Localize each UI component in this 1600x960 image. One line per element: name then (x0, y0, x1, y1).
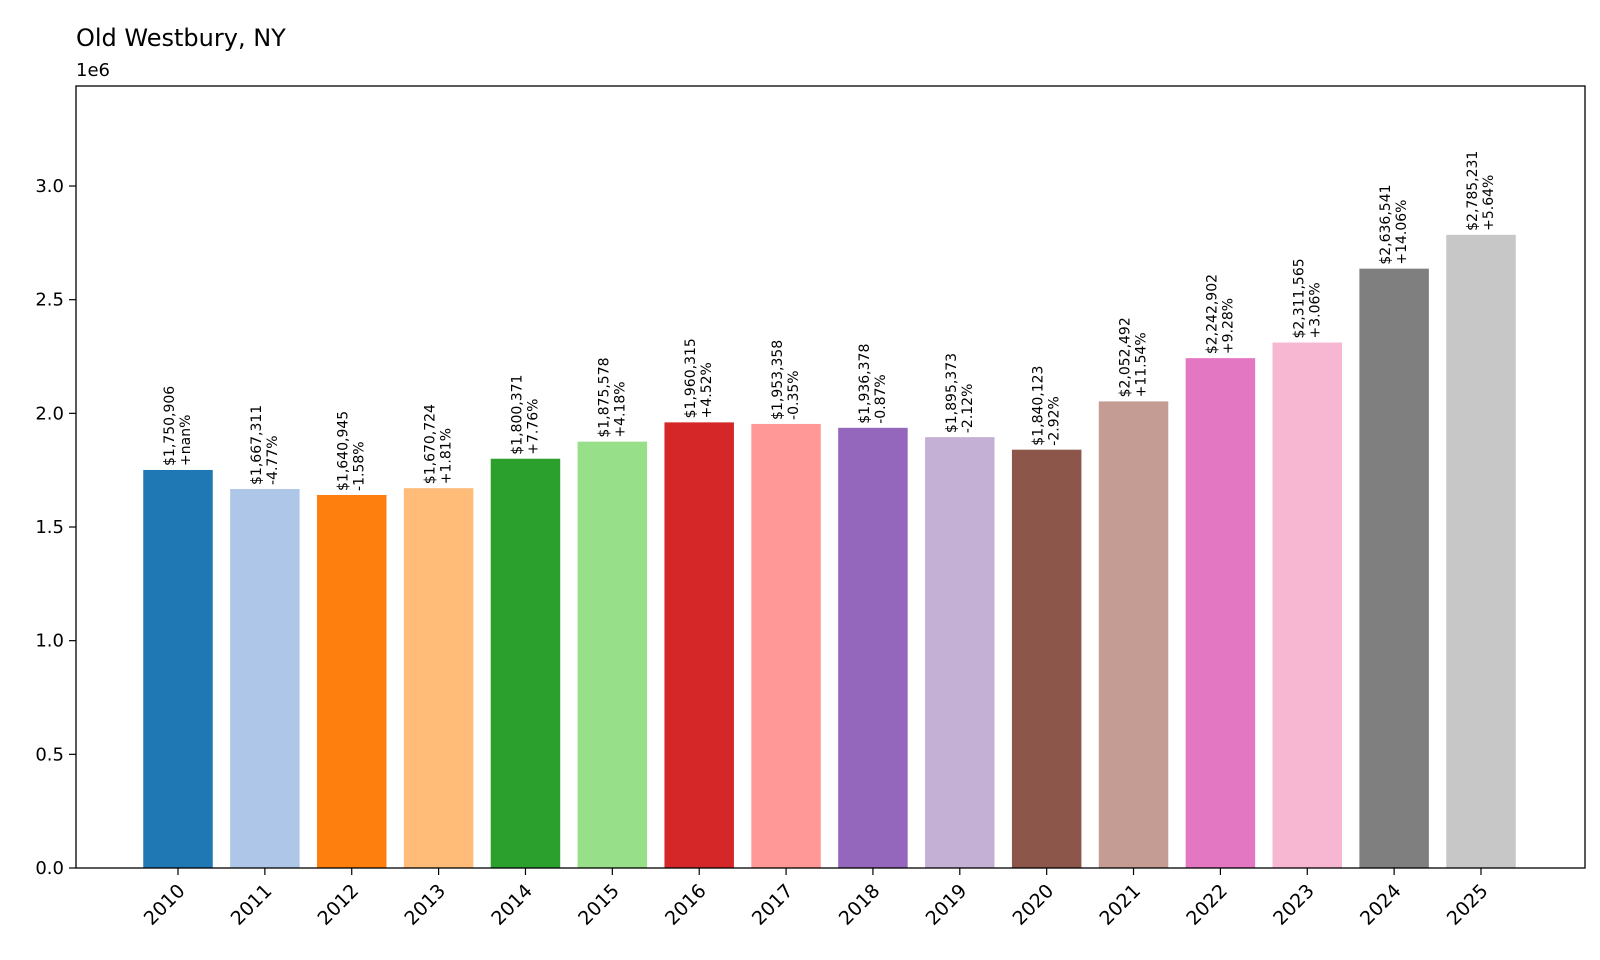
x-tick-label-2018: 2018 (835, 880, 885, 930)
bar-value-label-2010: $1,750,906+nan% (162, 386, 194, 466)
y-tick-label: 2.5 (35, 290, 64, 311)
bar-labels-group: $1,750,906+nan% $1,667,311-4.77% $1,640,94… (162, 151, 1497, 491)
y-tick-label: 0.5 (35, 744, 64, 765)
x-tick-label-2024: 2024 (1356, 880, 1406, 930)
bar-2017 (751, 423, 821, 868)
bar-2015 (577, 441, 648, 868)
bar-2010 (143, 469, 213, 868)
bar-change-text: +nan% (178, 415, 194, 466)
bar-value-label-2017: $1,953,358-0.35% (770, 340, 802, 420)
bar-change-text: -2.12% (960, 384, 976, 434)
bar-2025 (1446, 234, 1516, 868)
bar-2011 (230, 488, 300, 868)
bar-value-text: $1,670,724 (423, 404, 439, 484)
y-tick-label: 0.0 (35, 858, 64, 879)
bar-2022 (1185, 358, 1256, 868)
x-tick-label-2017: 2017 (748, 880, 798, 930)
bar-value-text: $2,052,492 (1118, 317, 1134, 397)
bar-2013 (403, 488, 474, 868)
bar-value-text: $1,953,358 (770, 340, 786, 420)
bar-value-text: $2,311,565 (1291, 258, 1307, 338)
bar-value-text: $1,936,378 (857, 344, 873, 424)
x-tick-label-2019: 2019 (922, 880, 972, 930)
x-tick-label-2015: 2015 (574, 880, 624, 930)
bar-2023 (1272, 342, 1343, 868)
bar-change-text: -0.35% (786, 370, 802, 420)
bar-value-text: $1,750,906 (162, 386, 178, 466)
bar-value-text: $2,242,902 (1204, 274, 1220, 354)
x-tick-label-2013: 2013 (400, 880, 450, 930)
bar-value-text: $1,840,123 (1031, 366, 1047, 446)
bars-group (143, 234, 1516, 868)
bar-2019 (925, 437, 995, 868)
bar-value-text: $1,960,315 (683, 338, 699, 418)
plot-frame (75, 85, 1586, 869)
bar-2016 (664, 422, 734, 868)
bar-value-label-2023: $2,311,565+3.06% (1291, 258, 1323, 338)
x-tick-label-2021: 2021 (1095, 880, 1145, 930)
bar-value-label-2016: $1,960,315+4.52% (683, 338, 715, 418)
bar-change-text: +11.54% (1134, 332, 1150, 397)
bar-value-label-2011: $1,667,311-4.77% (249, 405, 281, 485)
bar-value-label-2020: $1,840,123-2.92% (1031, 366, 1063, 446)
bar-value-text: $2,785,231 (1465, 151, 1481, 231)
x-axis: 2010 2011 2012 2013 2014 2015 2016 2017 2018 2019… (140, 868, 1493, 930)
bar-value-text: $2,636,541 (1378, 184, 1394, 264)
y-tick-label: 1.0 (35, 631, 64, 652)
bar-change-text: -2.92% (1047, 396, 1063, 446)
bar-value-label-2013: $1,670,724+1.81% (423, 404, 455, 484)
bar-change-text: +1.81% (439, 428, 455, 484)
bar-value-text: $1,875,578 (596, 357, 612, 437)
bar-change-text: -4.77% (265, 435, 281, 485)
bar-value-text: $1,640,945 (336, 411, 352, 491)
bar-change-text: -0.87% (873, 374, 889, 424)
x-tick-label-2012: 2012 (314, 880, 364, 930)
bar-value-label-2021: $2,052,492+11.54% (1118, 317, 1150, 397)
bar-change-text: +7.76% (525, 399, 541, 455)
bar-change-text: +4.18% (612, 381, 628, 437)
y-axis-offset-label: 1e6 (76, 60, 110, 81)
y-tick-label: 1.5 (35, 517, 64, 538)
bar-2024 (1359, 268, 1429, 868)
bar-change-text: +3.06% (1307, 282, 1323, 338)
bar-value-text: $1,667,311 (249, 405, 265, 485)
bar-change-text: +9.28% (1220, 298, 1236, 354)
bar-change-text: -1.58% (352, 441, 368, 491)
bar-2021 (1098, 401, 1169, 868)
bar-2012 (316, 494, 387, 868)
x-tick-label-2025: 2025 (1443, 880, 1493, 930)
x-tick-label-2023: 2023 (1269, 880, 1319, 930)
bar-value-text: $1,800,371 (509, 375, 525, 455)
bar-value-label-2012: $1,640,945-1.58% (336, 411, 368, 491)
bar-change-text: +4.52% (699, 362, 715, 418)
bar-2020 (1011, 449, 1082, 868)
bar-change-text: +14.06% (1394, 200, 1410, 265)
x-tick-label-2011: 2011 (227, 880, 277, 930)
x-tick-label-2022: 2022 (1182, 880, 1232, 930)
bar-value-text: $1,895,373 (944, 353, 960, 433)
x-tick-label-2016: 2016 (661, 880, 711, 930)
bar-value-label-2019: $1,895,373-2.12% (944, 353, 976, 433)
bar-change-text: +5.64% (1481, 175, 1497, 231)
x-tick-label-2014: 2014 (487, 880, 537, 930)
x-tick-label-2020: 2020 (1008, 880, 1058, 930)
y-tick-label: 3.0 (35, 176, 64, 197)
bar-value-label-2018: $1,936,378-0.87% (857, 344, 889, 424)
bar-value-label-2015: $1,875,578+4.18% (596, 357, 628, 437)
bar-2018 (838, 427, 908, 868)
chart-title: Old Westbury, NY (76, 24, 286, 52)
bar-value-label-2022: $2,242,902+9.28% (1204, 274, 1236, 354)
bar-2014 (490, 458, 561, 868)
x-tick-label-2010: 2010 (140, 880, 190, 930)
y-axis: 0.0 0.5 1.0 1.5 2.0 2.5 3.0 (35, 176, 76, 879)
y-tick-label: 2.0 (35, 403, 64, 424)
bar-value-label-2025: $2,785,231+5.64% (1465, 151, 1497, 231)
bar-value-label-2024: $2,636,541+14.06% (1378, 184, 1410, 264)
bar-value-label-2014: $1,800,371+7.76% (509, 375, 541, 455)
